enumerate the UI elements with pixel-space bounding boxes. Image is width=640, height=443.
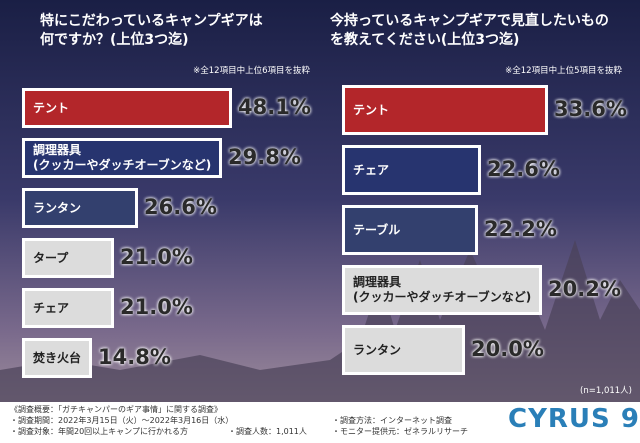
bar: 調理器具 (クッカーやダッチオーブンなど) xyxy=(342,265,543,315)
footer-line: ・調査期間：2022年3月15日（火）～2022年3月16日（水） xyxy=(10,416,234,425)
bar: テント xyxy=(342,85,548,135)
footer-line: ・モニター提供元：ゼネラルリサーチ xyxy=(332,427,468,436)
footer xyxy=(0,402,640,443)
value-label: 14.8% xyxy=(98,345,171,369)
footer-left: 《調査概要：「ガチキャンパーのギア事情」に関する調査》 ・調査期間：2022年3… xyxy=(10,404,233,437)
bar: チェア xyxy=(22,288,114,328)
value-label: 20.0% xyxy=(471,337,544,361)
bar: 調理器具 (クッカーやダッチオーブンなど) xyxy=(22,138,223,178)
chart-title: 今持っているキャンプギアで見直したいもの を教えてください(上位3つ迄) xyxy=(330,13,609,48)
sample-note: (n=1,011人) xyxy=(580,386,632,396)
footer-right: ・調査方法：インターネット調査 ・モニター提供元：ゼネラルリサーチ xyxy=(332,415,468,437)
logo: CYRUS 9 xyxy=(508,404,640,434)
value-label: 22.2% xyxy=(484,217,557,241)
value-label: 21.0% xyxy=(120,245,193,269)
chart-note: ※全12項目中上位5項目を抜粋 xyxy=(505,66,622,76)
chart-right: 今持っているキャンプギアで見直したいもの を教えてください(上位3つ迄) ※全12… xyxy=(330,0,632,400)
footer-count: ・調査人数：1,011人 xyxy=(228,427,307,436)
bar: テーブル xyxy=(342,205,479,255)
bar: テント xyxy=(22,88,232,128)
value-label: 20.2% xyxy=(548,277,621,301)
bar: タープ xyxy=(22,238,114,278)
value-label: 22.6% xyxy=(487,157,560,181)
value-label: 29.8% xyxy=(228,145,301,169)
value-label: 48.1% xyxy=(238,95,311,119)
footer-line: ・調査対象：年間20回以上キャンプに行かれる方 xyxy=(10,427,188,436)
value-label: 21.0% xyxy=(120,295,193,319)
bar: 焚き火台 xyxy=(22,338,93,378)
chart-title: 特にこだわっているキャンプギアは 何ですか？(上位3つ迄) xyxy=(40,13,263,48)
bar: ランタン xyxy=(22,188,139,228)
chart-note: ※全12項目中上位6項目を抜粋 xyxy=(193,66,310,76)
footer-line: 《調査概要：「ガチキャンパーのギア事情」に関する調査》 xyxy=(10,405,222,414)
value-label: 26.6% xyxy=(144,195,217,219)
chart-left: 特にこだわっているキャンプギアは 何ですか？(上位3つ迄) ※全12項目中上位6項… xyxy=(22,0,322,400)
bar: ランタン xyxy=(342,325,465,375)
value-label: 33.6% xyxy=(554,97,627,121)
footer-line: ・調査方法：インターネット調査 xyxy=(332,416,452,425)
bar: チェア xyxy=(342,145,481,195)
